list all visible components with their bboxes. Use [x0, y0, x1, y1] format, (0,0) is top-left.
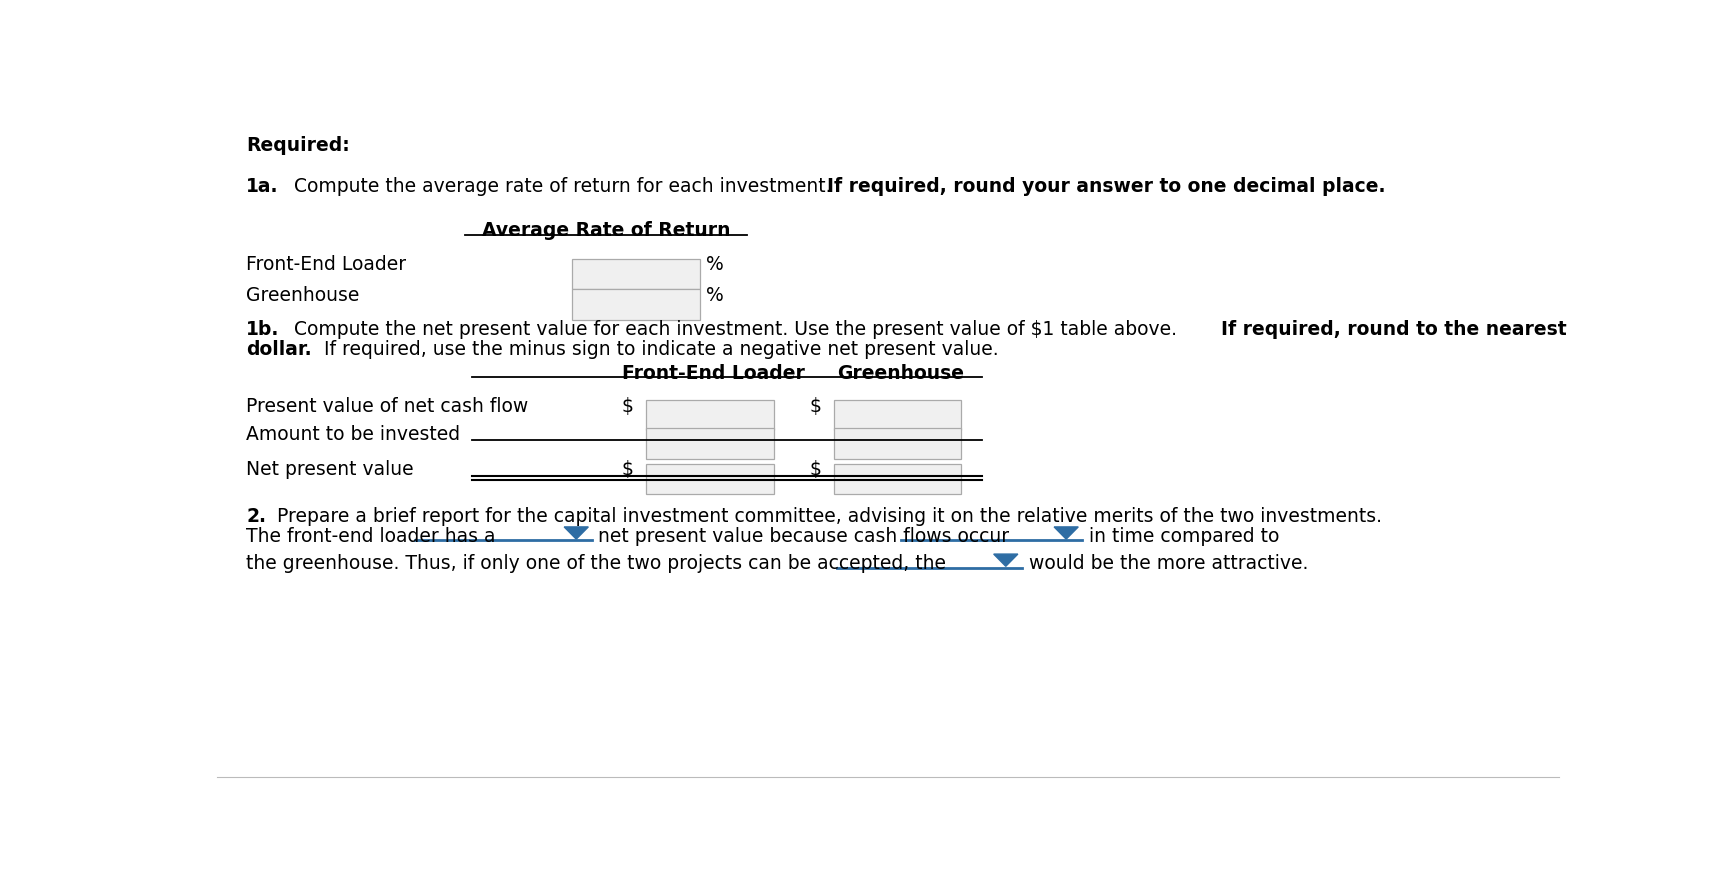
Text: Compute the net present value for each investment. Use the present value of $1 t: Compute the net present value for each i…	[294, 320, 1183, 339]
FancyBboxPatch shape	[646, 464, 774, 494]
Text: Present value of net cash flow: Present value of net cash flow	[246, 397, 528, 415]
Text: Front-End Loader: Front-End Loader	[622, 364, 805, 383]
Text: $: $	[811, 460, 821, 479]
Text: Front-End Loader: Front-End Loader	[246, 255, 407, 274]
Text: 1b.: 1b.	[246, 320, 279, 339]
Text: 1a.: 1a.	[246, 177, 279, 196]
Text: Required:: Required:	[246, 137, 350, 155]
Text: would be the more attractive.: would be the more attractive.	[1029, 554, 1308, 573]
Text: Amount to be invested: Amount to be invested	[246, 425, 461, 444]
Text: 2.: 2.	[246, 506, 267, 526]
Text: net present value because cash flows occur: net present value because cash flows occ…	[598, 527, 1008, 546]
Text: $: $	[811, 397, 821, 415]
FancyBboxPatch shape	[835, 464, 961, 494]
Text: %: %	[707, 255, 724, 274]
Text: %: %	[707, 286, 724, 305]
Text: Compute the average rate of return for each investment.: Compute the average rate of return for e…	[294, 177, 838, 196]
Text: the greenhouse. Thus, if only one of the two projects can be accepted, the: the greenhouse. Thus, if only one of the…	[246, 554, 946, 573]
FancyBboxPatch shape	[572, 289, 700, 320]
Text: Average Rate of Return: Average Rate of Return	[481, 221, 729, 240]
Text: $: $	[622, 397, 634, 415]
FancyBboxPatch shape	[646, 429, 774, 459]
FancyBboxPatch shape	[835, 400, 961, 430]
Polygon shape	[565, 527, 589, 539]
Text: If required, use the minus sign to indicate a negative net present value.: If required, use the minus sign to indic…	[324, 340, 999, 359]
Text: $: $	[622, 460, 634, 479]
Text: Prepare a brief report for the capital investment committee, advising it on the : Prepare a brief report for the capital i…	[277, 506, 1382, 526]
Text: If required, round your answer to one decimal place.: If required, round your answer to one de…	[828, 177, 1386, 196]
Text: Greenhouse: Greenhouse	[246, 286, 360, 305]
Text: If required, round to the nearest: If required, round to the nearest	[1221, 320, 1566, 339]
Text: dollar.: dollar.	[246, 340, 312, 359]
Text: The front-end loader has a: The front-end loader has a	[246, 527, 495, 546]
Polygon shape	[994, 554, 1018, 566]
FancyBboxPatch shape	[835, 429, 961, 459]
FancyBboxPatch shape	[572, 258, 700, 289]
Text: in time compared to: in time compared to	[1089, 527, 1280, 546]
Text: Net present value: Net present value	[246, 460, 414, 479]
Text: Greenhouse: Greenhouse	[838, 364, 965, 383]
Polygon shape	[1055, 527, 1079, 539]
FancyBboxPatch shape	[646, 400, 774, 430]
